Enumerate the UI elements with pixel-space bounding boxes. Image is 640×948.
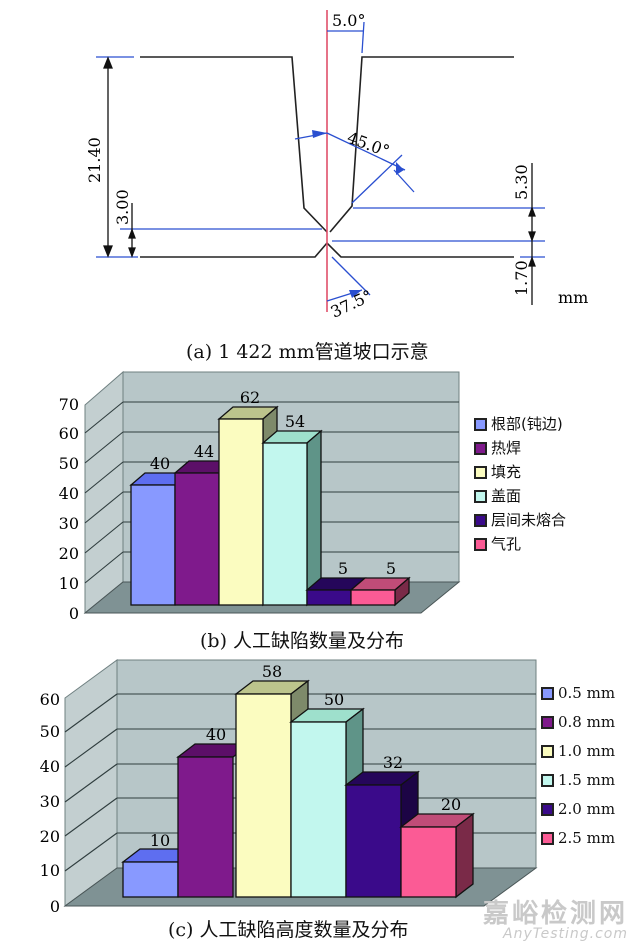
legend-item-b-4: 盖面 xyxy=(474,484,566,508)
swatch-icon xyxy=(474,417,487,431)
bar-label-b-1: 40 xyxy=(150,454,170,473)
bar-label-c-6: 20 xyxy=(441,795,461,814)
bar-label-b-6: 5 xyxy=(386,559,396,578)
bar-label-b-3: 62 xyxy=(240,388,260,407)
y-tick-b-70: 70 xyxy=(59,395,79,414)
swatch-icon xyxy=(474,441,487,455)
caption-c: (c) 人工缺陷高度数量及分布 xyxy=(168,919,409,941)
legend-item-b-5: 层间未熔合 xyxy=(474,508,566,532)
swatch-icon xyxy=(474,465,487,479)
y-tick-c-40: 40 xyxy=(40,757,60,776)
bar-c-6 xyxy=(399,812,475,899)
y-tick-b-40: 40 xyxy=(59,484,79,503)
angle-top-label: 5.0° xyxy=(332,11,365,30)
legend-item-c-4: 1.5 mm xyxy=(541,766,615,795)
bar-c-3 xyxy=(234,679,310,898)
legend-item-c-1: 0.5 mm xyxy=(541,679,615,708)
y-tick-c-0: 0 xyxy=(50,897,60,914)
swatch-icon xyxy=(541,803,554,816)
swatch-icon xyxy=(474,537,487,551)
chart-b-side-wall xyxy=(84,370,124,615)
swatch-icon xyxy=(541,774,554,787)
dim-total-label: 21.40 xyxy=(85,137,104,183)
y-tick-b-10: 10 xyxy=(59,574,79,593)
y-tick-c-50: 50 xyxy=(40,722,60,741)
watermark-url: AnyTesting.com xyxy=(503,926,628,942)
swatch-icon xyxy=(541,716,554,729)
bar-label-b-4: 54 xyxy=(285,412,305,431)
bar-label-c-5: 32 xyxy=(383,753,403,772)
legend-item-c-6: 2.5 mm xyxy=(541,824,615,853)
bar-b-6 xyxy=(349,576,411,607)
swatch-icon xyxy=(541,832,554,845)
dim-right-lower-label: 1.70 xyxy=(512,260,531,296)
legend-item-b-3: 填充 xyxy=(474,460,566,484)
bar-c-2 xyxy=(176,743,252,898)
bar-b-5 xyxy=(305,577,367,606)
legend-item-c-5: 2.0 mm xyxy=(541,795,615,824)
swatch-icon xyxy=(541,687,554,700)
y-tick-b-50: 50 xyxy=(59,454,79,473)
y-tick-b-30: 30 xyxy=(59,514,79,533)
swatch-icon xyxy=(474,513,487,527)
bar-b-1 xyxy=(129,472,191,606)
bar-label-c-1: 10 xyxy=(150,831,170,850)
legend-b: 根部(钝边) 热焊 填充 盖面 层间未熔合 气孔 xyxy=(474,412,566,556)
swatch-icon xyxy=(474,489,487,503)
chart-b: 0 10 20 30 40 50 60 70 40 44 62 54 5 5 xyxy=(59,370,461,623)
legend-item-b-1: 根部(钝边) xyxy=(474,412,566,436)
bar-b-4 xyxy=(261,429,323,607)
legend-item-b-2: 热焊 xyxy=(474,436,566,460)
legend-item-c-3: 1.0 mm xyxy=(541,737,615,766)
bar-label-b-5: 5 xyxy=(338,559,348,578)
dim-root-left-label: 3.00 xyxy=(113,189,132,225)
y-tick-c-60: 60 xyxy=(40,690,60,709)
watermark-brand: 嘉峪检测网 xyxy=(482,899,628,929)
y-tick-b-60: 60 xyxy=(59,424,79,443)
bar-label-c-3: 58 xyxy=(262,662,282,681)
chart-c: 0 10 20 30 40 50 60 10 40 58 50 32 20 xyxy=(40,659,538,914)
angle-mid-label: 45.0° xyxy=(345,128,392,161)
watermark: 嘉峪检测网 AnyTesting.com xyxy=(483,893,628,942)
y-tick-c-20: 20 xyxy=(40,827,60,846)
legend-c: 0.5 mm 0.8 mm 1.0 mm 1.5 mm 2.0 mm 2.5 m… xyxy=(541,679,615,853)
y-tick-c-10: 10 xyxy=(40,861,60,880)
unit-label: mm xyxy=(558,288,588,307)
caption-a: (a) 1 422 mm管道坡口示意 xyxy=(186,341,429,363)
caption-b: (b) 人工缺陷数量及分布 xyxy=(200,630,405,652)
legend-item-c-2: 0.8 mm xyxy=(541,708,615,737)
groove-diagram: 5.0° 45.0° 37.5° 21.40 3.00 5.30 1.70 mm xyxy=(85,10,588,322)
dimension-lines xyxy=(96,21,545,302)
bar-label-b-2: 44 xyxy=(194,442,214,461)
y-tick-b-0: 0 xyxy=(69,604,79,623)
y-tick-b-20: 20 xyxy=(59,544,79,563)
bar-label-c-2: 40 xyxy=(206,725,226,744)
legend-item-b-6: 气孔 xyxy=(474,532,566,556)
bar-label-c-4: 50 xyxy=(324,690,344,709)
y-tick-c-30: 30 xyxy=(40,792,60,811)
dim-right-upper-label: 5.30 xyxy=(512,164,531,200)
swatch-icon xyxy=(541,745,554,758)
